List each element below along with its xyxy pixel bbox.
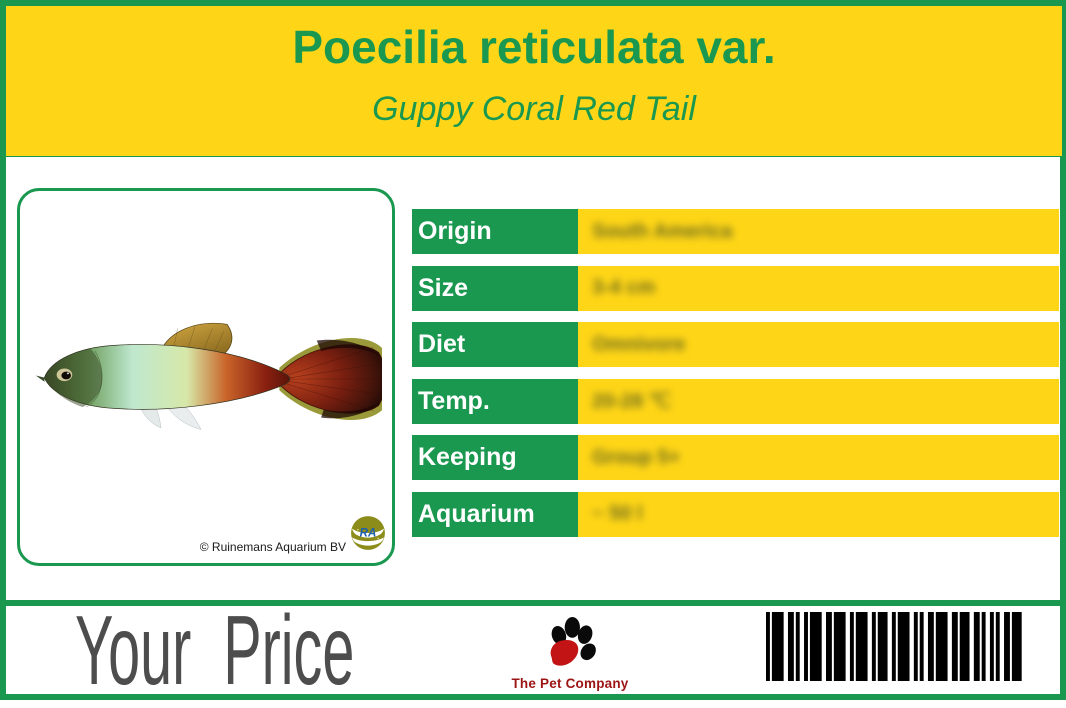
svg-text:RA: RA	[360, 528, 377, 540]
